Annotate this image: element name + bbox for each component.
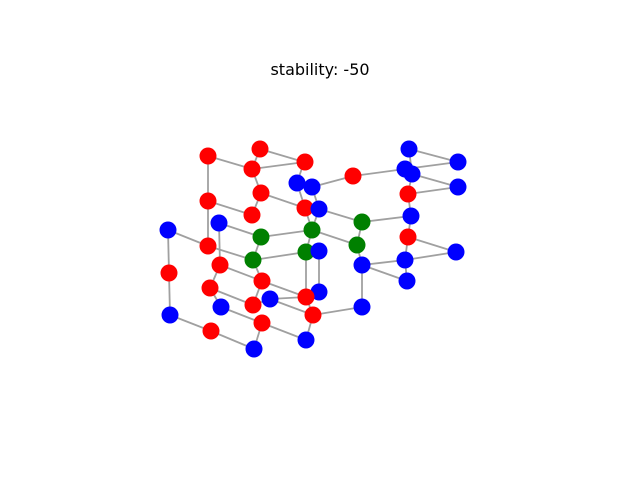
graph-edge — [252, 251, 307, 261]
green-node — [353, 213, 371, 231]
red-node — [251, 140, 269, 158]
green-node — [348, 236, 366, 254]
blue-node — [310, 200, 328, 218]
blue-node — [398, 272, 416, 290]
red-node — [252, 184, 270, 202]
blue-node — [161, 306, 179, 324]
green-node — [252, 228, 270, 246]
red-node — [160, 264, 178, 282]
blue-node — [310, 283, 328, 301]
red-node — [199, 237, 217, 255]
red-node — [243, 206, 261, 224]
red-node — [201, 279, 219, 297]
graph-edge — [251, 161, 306, 170]
node-layer — [159, 140, 467, 358]
blue-node — [402, 207, 420, 225]
red-node — [399, 228, 417, 246]
red-node — [243, 160, 261, 178]
graph-edge — [260, 229, 313, 238]
green-node — [297, 243, 315, 261]
red-node — [304, 306, 322, 324]
blue-node — [353, 298, 371, 316]
blue-node — [449, 153, 467, 171]
blue-node — [447, 243, 465, 261]
red-node — [253, 314, 271, 332]
red-node — [297, 288, 315, 306]
blue-node — [303, 178, 321, 196]
blue-node — [210, 214, 228, 232]
blue-node — [159, 221, 177, 239]
red-node — [211, 256, 229, 274]
red-node — [244, 296, 262, 314]
red-node — [399, 185, 417, 203]
blue-node — [353, 256, 371, 274]
blue-node — [396, 251, 414, 269]
red-node — [296, 199, 314, 217]
chart-title: stability: -50 — [270, 60, 370, 79]
blue-node — [310, 242, 328, 260]
red-node — [202, 322, 220, 340]
green-node — [303, 221, 321, 239]
graph-edge — [404, 251, 457, 261]
blue-node — [212, 298, 230, 316]
blue-node — [449, 178, 467, 196]
red-node — [199, 147, 217, 165]
blue-node — [297, 331, 315, 349]
blue-node — [400, 140, 418, 158]
red-node — [199, 192, 217, 210]
blue-node — [403, 165, 421, 183]
blue-node — [245, 340, 263, 358]
red-node — [253, 272, 271, 290]
blue-node — [261, 290, 279, 308]
red-node — [296, 153, 314, 171]
red-node — [344, 167, 362, 185]
green-node — [244, 251, 262, 269]
graph-edge — [352, 168, 406, 177]
blue-node — [288, 174, 306, 192]
